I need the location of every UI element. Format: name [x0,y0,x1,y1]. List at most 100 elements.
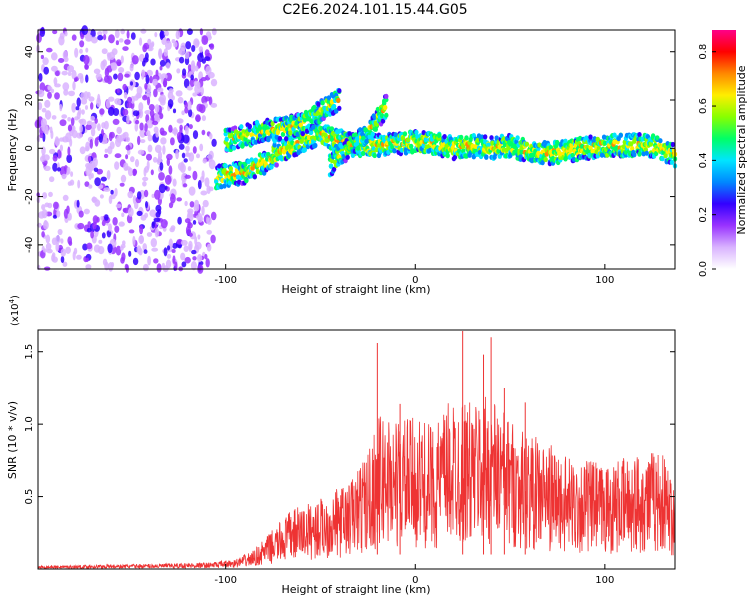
spectrogram-signal-cell [509,141,514,147]
spectrogram-signal-cell [274,162,279,168]
spectrogram-noise-cell [70,117,75,126]
snr-series-line [37,396,676,570]
spectrogram-noise-cell [39,82,46,92]
spectrogram-noise-cell [185,225,191,236]
spectrogram-noise-cell [148,104,155,111]
spectrogram-signal-cell [298,122,303,128]
spectrogram-noise-cell [104,75,110,83]
spectrogram-noise-cell [210,211,217,221]
spectrogram-noise-cell [206,185,211,195]
spectrogram-noise-cell [125,144,131,151]
spectrogram-signal-cell [310,119,315,125]
spectrogram-noise-cell [92,157,98,168]
spectrogram-signal-cell [299,138,304,144]
spectrogram-noise-cell [143,189,149,198]
spectrogram-noise-cell [153,217,161,222]
spectrogram-signal-cell [588,134,593,140]
spectrogram-noise-cell [138,108,144,119]
spectrogram-noise-cell [113,108,120,116]
spectrogram-noise-cell [159,127,165,136]
spectrogram-noise-cell [117,72,124,82]
spectrogram-noise-cell [59,119,67,127]
spectrogram-noise-cell [53,201,59,210]
colorbar-tick-label: 0.8 [698,44,709,60]
spectrogram-noise-cell [44,99,51,108]
spectrogram-signal-cell [234,169,240,175]
spectrogram-noise-cell [42,192,48,199]
spectrogram-noise-cell [159,30,164,41]
spectrogram-noise-cell [132,235,136,246]
spectrogram-noise-cell [113,73,118,80]
snr-ylabel: SNR (10 * v/v) [6,401,19,479]
spectrogram-noise-cell [190,261,197,271]
spectrogram-noise-cell [41,231,45,238]
spectrogram-signal-cell [421,130,426,136]
spectrogram-noise-cell [74,47,79,58]
spectrogram-noise-cell [182,134,190,144]
spectrogram-noise-cell [67,117,71,122]
spectrogram-noise-cell [88,173,92,180]
spectrogram-noise-cell [114,161,120,170]
spectrogram-noise-cell [67,212,72,221]
spectrogram-noise-cell [115,203,122,209]
spectrogram-signal-cell [489,135,494,141]
spectrogram-noise-cell [118,221,125,227]
spectrogram-noise-cell [201,35,209,45]
spectrogram-noise-cell [139,225,144,235]
spectrogram-noise-cell [146,232,153,237]
spectrogram-noise-cell [126,102,133,109]
spectrogram-noise-cell [122,83,127,91]
spectrogram-noise-cell [177,118,183,123]
spectrogram-noise-cell [197,215,203,223]
spectrogram-noise-cell [208,96,213,106]
spectrogram-noise-cell [134,122,139,132]
spectrogram-noise-cell [144,110,152,115]
spectrogram-noise-cell [87,155,92,162]
spectrogram-signal-cell [223,163,228,169]
spectrogram-noise-cell [165,259,172,269]
spectrogram-noise-cell [186,85,193,91]
spectrogram-noise-cell [100,216,104,221]
spectrogram-signal-cell [239,124,244,130]
spectrogram-noise-cell [182,183,188,188]
spectrogram-signal-cell [637,132,642,138]
spectrogram-noise-cell [155,204,162,212]
spectrogram-noise-cell [127,207,134,217]
spectrogram-signal-cell [249,132,254,138]
spectrogram-noise-cell [142,243,147,252]
spectrogram-signal-cell [459,134,464,140]
spectrogram-signal-cell [269,164,274,170]
spectrogram-noise-cell [164,30,169,37]
spectrogram-noise-cell [60,248,66,257]
spectrogram-noise-cell [108,34,115,44]
spectrogram-noise-cell [58,58,65,63]
spectrogram-noise-cell [200,190,208,196]
spectrogram-noise-cell [159,113,164,120]
spectrogram-noise-cell [149,42,155,48]
spectrogram-noise-cell [90,102,94,110]
spectrogram-signal-cell [329,136,335,142]
spectrogram-noise-cell [185,125,189,136]
spectrogram-noise-cell [177,162,185,171]
spectrogram-noise-cell [76,97,81,107]
spectrogram-noise-cell [101,232,106,239]
spectrogram-signal-cell [326,95,332,101]
spectrogram-noise-cell [85,264,92,270]
spectrogram-noise-cell [121,212,125,218]
spectrogram-noise-cell [185,41,192,50]
spectrogram-noise-cell [103,187,111,192]
spectrogram-noise-cell [56,210,61,218]
spectrogram-noise-cell [211,27,217,36]
spectrogram-noise-cell [205,65,212,76]
spectrogram-noise-cell [160,137,167,145]
spectrogram-signal-cell [364,138,369,144]
spectrogram-signal-cell [602,140,608,146]
spectrogram-noise-cell [110,262,115,268]
snr-xlabel: Height of straight line (km) [281,583,430,596]
spectrogram-noise-cell [147,144,153,153]
spectrogram-noise-cell [107,243,113,254]
spectrogram-noise-cell [39,27,46,37]
spectrogram-noise-cell [103,34,107,41]
spectrogram-noise-cell [191,249,197,255]
spectrogram-noise-cell [110,62,118,71]
